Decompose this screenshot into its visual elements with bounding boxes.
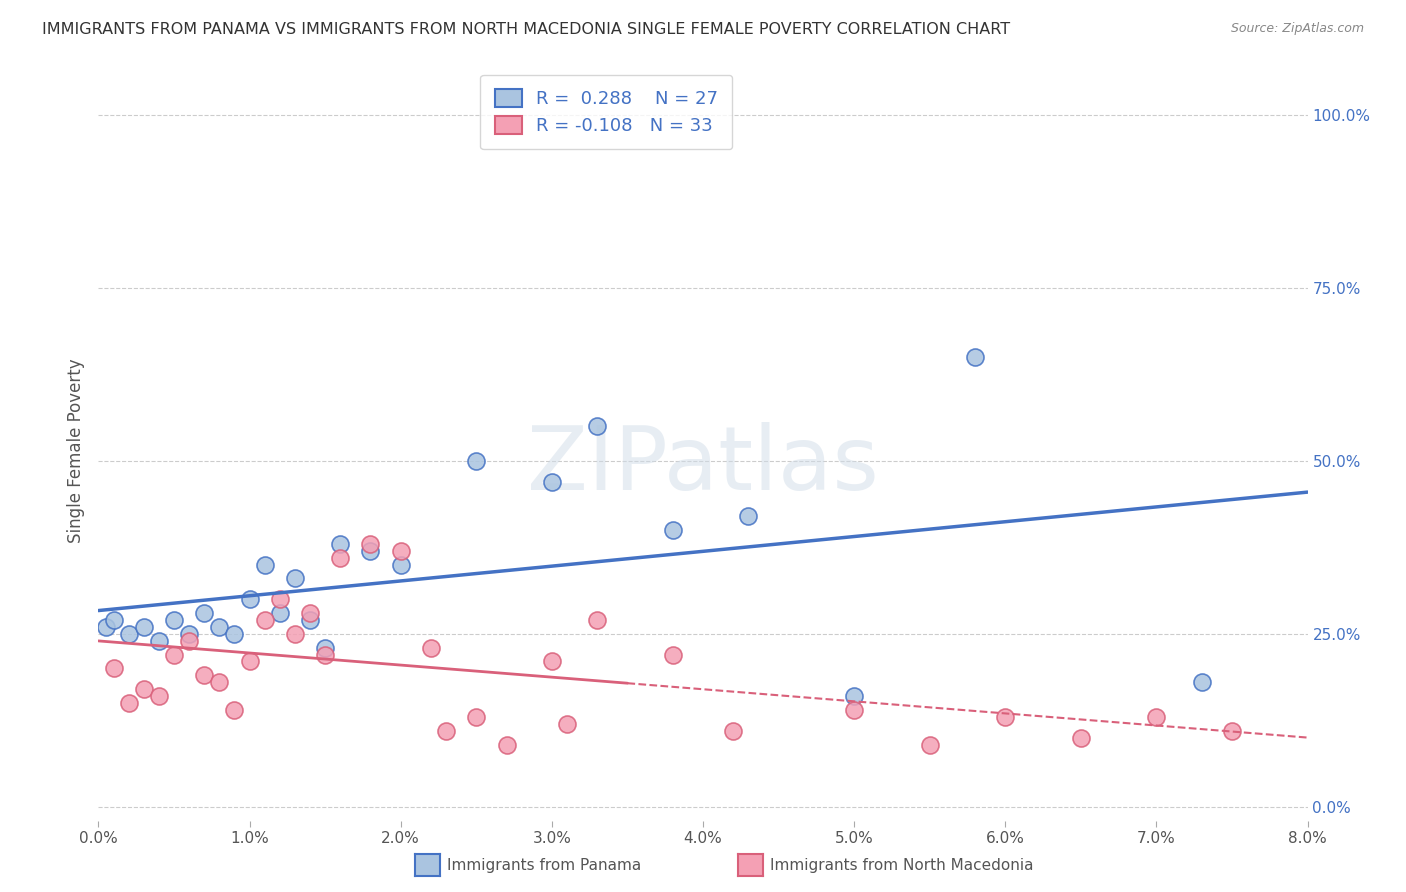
Point — [1146, 710, 1168, 724]
Point — [239, 655, 262, 669]
Point — [163, 648, 186, 662]
Point — [239, 592, 262, 607]
Point — [299, 606, 322, 620]
Point — [179, 633, 201, 648]
Point — [208, 620, 231, 634]
Point — [465, 710, 488, 724]
Point — [269, 606, 291, 620]
Point — [284, 627, 307, 641]
Point — [389, 543, 412, 558]
Point — [253, 558, 276, 572]
Point — [329, 550, 352, 565]
Text: Immigrants from North Macedonia: Immigrants from North Macedonia — [770, 858, 1033, 872]
Point — [132, 682, 155, 697]
Point — [360, 543, 382, 558]
Point — [103, 661, 125, 675]
Point — [586, 613, 609, 627]
Point — [1191, 675, 1213, 690]
Text: ZIPatlas: ZIPatlas — [527, 422, 879, 508]
Point — [844, 689, 866, 703]
Point — [132, 620, 155, 634]
Point — [193, 668, 215, 682]
Point — [118, 696, 141, 710]
Point — [723, 723, 745, 738]
Y-axis label: Single Female Poverty: Single Female Poverty — [66, 359, 84, 542]
Point — [555, 716, 578, 731]
Point — [148, 689, 170, 703]
Point — [661, 648, 683, 662]
Point — [253, 613, 276, 627]
Point — [389, 558, 412, 572]
Text: Immigrants from Panama: Immigrants from Panama — [447, 858, 641, 872]
Point — [94, 620, 117, 634]
Legend: R =  0.288    N = 27, R = -0.108   N = 33: R = 0.288 N = 27, R = -0.108 N = 33 — [479, 75, 733, 149]
Point — [360, 537, 382, 551]
Point — [420, 640, 443, 655]
Point — [844, 703, 866, 717]
Point — [1220, 723, 1243, 738]
Point — [179, 627, 201, 641]
Point — [994, 710, 1017, 724]
Point — [434, 723, 457, 738]
Point — [495, 738, 517, 752]
Point — [329, 537, 352, 551]
Point — [465, 454, 488, 468]
Point — [148, 633, 170, 648]
Point — [314, 640, 336, 655]
Point — [208, 675, 231, 690]
Point — [540, 475, 562, 489]
Point — [661, 523, 683, 537]
Point — [965, 350, 987, 364]
Text: Source: ZipAtlas.com: Source: ZipAtlas.com — [1230, 22, 1364, 36]
Point — [163, 613, 186, 627]
Point — [118, 627, 141, 641]
Text: IMMIGRANTS FROM PANAMA VS IMMIGRANTS FROM NORTH MACEDONIA SINGLE FEMALE POVERTY : IMMIGRANTS FROM PANAMA VS IMMIGRANTS FRO… — [42, 22, 1011, 37]
Point — [193, 606, 215, 620]
Point — [737, 509, 759, 524]
Point — [284, 572, 307, 586]
Point — [540, 655, 562, 669]
Point — [103, 613, 125, 627]
Point — [224, 703, 246, 717]
Point — [1070, 731, 1092, 745]
Point — [918, 738, 941, 752]
Point — [269, 592, 291, 607]
Point — [314, 648, 336, 662]
Point — [224, 627, 246, 641]
Point — [586, 419, 609, 434]
Point — [299, 613, 322, 627]
